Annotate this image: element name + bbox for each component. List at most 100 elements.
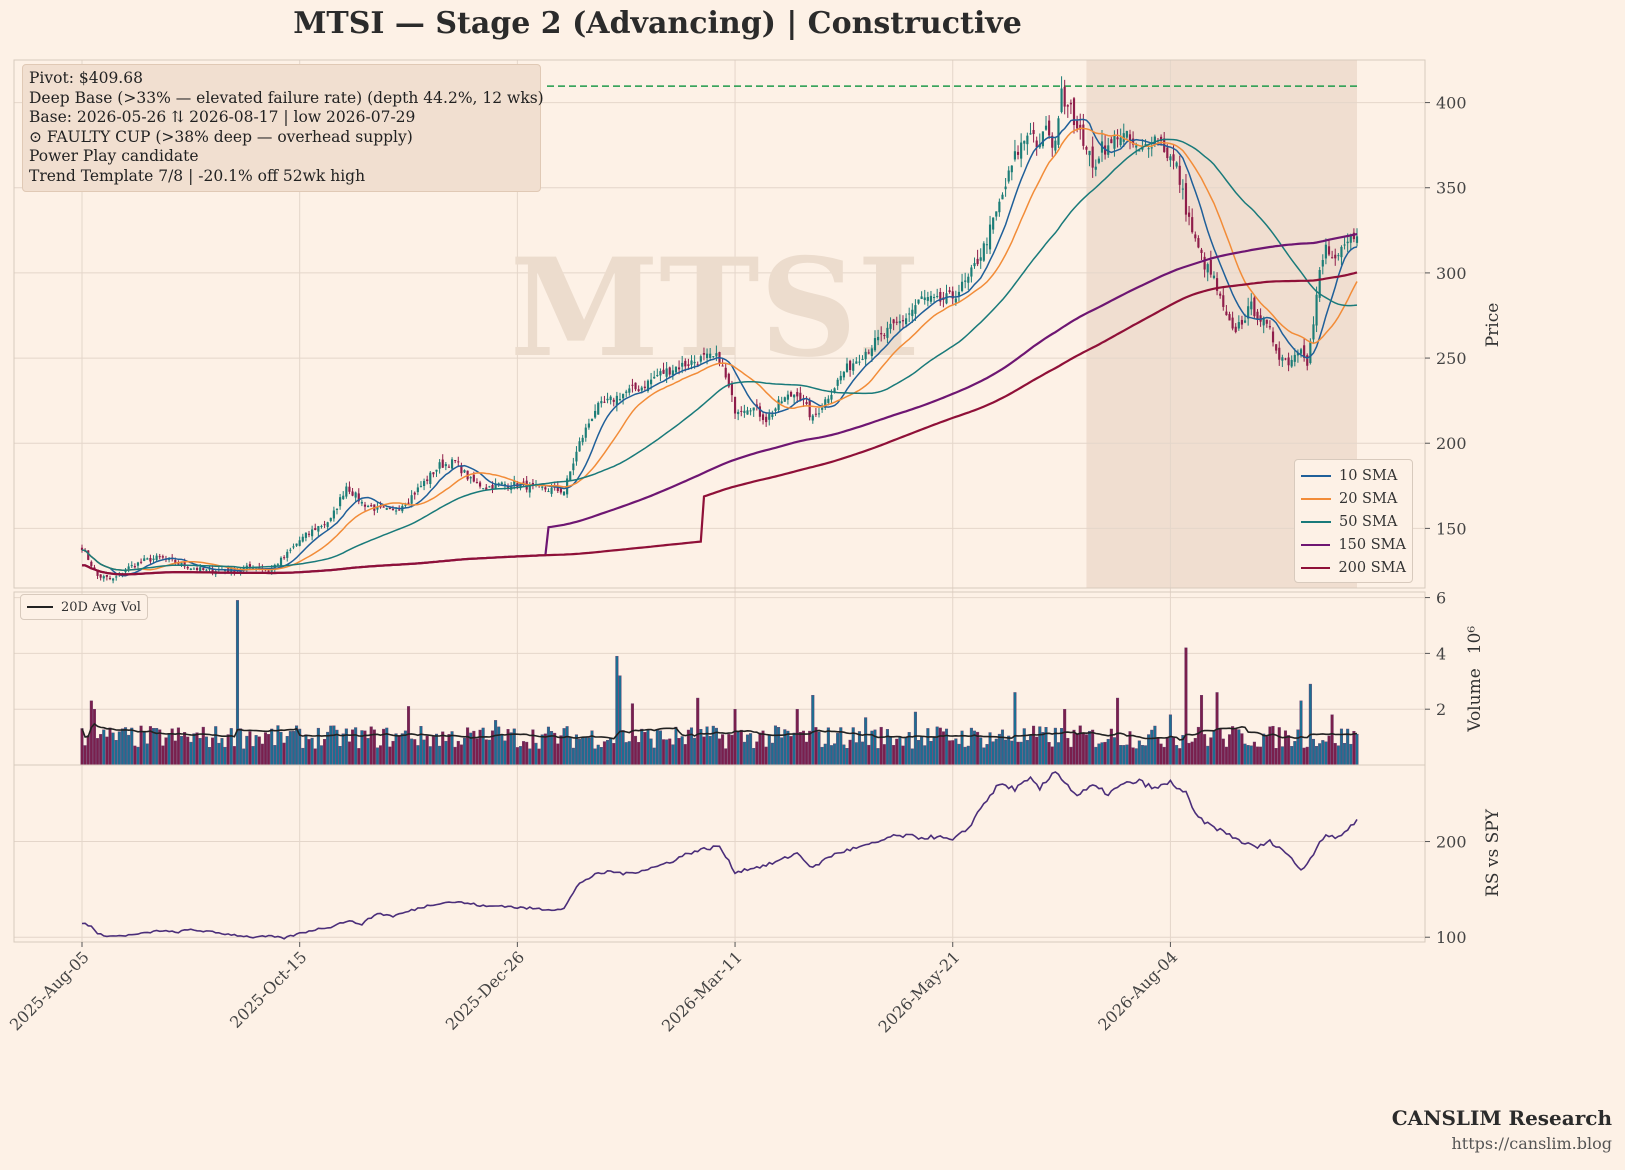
candle-body: [1026, 135, 1029, 145]
candle-body: [332, 510, 335, 519]
candle-body: [376, 506, 379, 510]
volume-bar: [1140, 745, 1144, 766]
volume-bar: [963, 746, 967, 766]
candle-body: [136, 562, 140, 566]
candle-body: [1262, 318, 1265, 326]
volume-bar: [1172, 737, 1176, 766]
candle-body: [1237, 322, 1240, 329]
volume-bar: [357, 748, 361, 766]
candle-body: [849, 360, 852, 371]
candle-body: [351, 491, 354, 496]
candle-body: [149, 557, 152, 562]
volume-bar: [979, 737, 983, 766]
volume-bar: [500, 734, 504, 766]
candle-body: [1222, 295, 1225, 307]
volume-bar: [497, 726, 501, 766]
candle-body: [391, 508, 395, 510]
candle-body: [908, 313, 911, 315]
volume-bar: [876, 748, 880, 766]
candle-body: [1144, 144, 1147, 146]
candle-body: [939, 291, 942, 302]
volume-bar: [677, 738, 681, 766]
volume-bar: [108, 727, 112, 766]
volume-bar: [198, 738, 202, 766]
volume-bar: [319, 745, 323, 766]
pattern-info-box: Pivot: $409.68 Deep Base (>33% — elevate…: [22, 64, 544, 192]
volume-axis-label: Volume: [1465, 668, 1485, 733]
candle-body: [1275, 344, 1278, 351]
candle-body: [469, 477, 472, 479]
volume-bar: [301, 747, 305, 766]
candle-body: [267, 570, 270, 572]
candle-body: [494, 483, 497, 490]
volume-bar: [643, 732, 647, 766]
candle-body: [441, 459, 444, 468]
candle-body: [637, 389, 640, 392]
volume-bar: [574, 734, 578, 766]
candle-body: [1324, 244, 1327, 259]
candle-body: [929, 295, 933, 302]
volume-bar: [991, 741, 995, 766]
candle-body: [1138, 150, 1141, 152]
candle-body: [699, 356, 702, 362]
volume-bar: [976, 731, 980, 766]
volume-bar: [1072, 729, 1076, 766]
volume-bar: [267, 734, 271, 766]
candle-body: [1253, 297, 1256, 317]
volume-bar: [885, 729, 889, 766]
legend-swatch: [1301, 520, 1331, 523]
volume-bar: [478, 729, 482, 766]
candle-body: [967, 276, 970, 283]
candle-body: [363, 504, 367, 507]
volume-bar: [1330, 714, 1334, 766]
volume-bar: [291, 730, 295, 766]
volume-bar: [214, 726, 218, 766]
volume-bar: [901, 745, 905, 766]
volume-bar: [1262, 733, 1266, 766]
price-axis-label: Price: [1483, 303, 1503, 348]
volume-bar: [133, 745, 137, 766]
volume-bar: [1078, 725, 1082, 766]
volume-bar: [711, 725, 715, 766]
volume-bar: [634, 735, 638, 766]
volume-bar: [621, 730, 625, 766]
candle-body: [562, 491, 566, 496]
volume-bar: [431, 736, 435, 766]
candle-body: [460, 465, 463, 474]
volume-bar: [1249, 745, 1253, 766]
volume-bar: [1162, 746, 1166, 766]
candle-body: [957, 291, 961, 296]
volume-bar: [1165, 737, 1169, 766]
candle-body: [304, 532, 307, 538]
volume-bar: [683, 744, 687, 766]
candle-body: [1312, 324, 1315, 340]
volume-bar: [867, 744, 871, 766]
price-tick-label: 150: [1436, 519, 1467, 538]
volume-bar: [472, 730, 476, 766]
axes: [13, 59, 1426, 943]
volume-bar: [1231, 726, 1235, 766]
volume-bar: [702, 736, 706, 766]
candle-body: [830, 394, 833, 400]
candle-body: [867, 352, 870, 354]
candle-body: [158, 556, 161, 558]
info-base-depth: Deep Base (>33% — elevated failure rate)…: [29, 88, 544, 107]
candle-body: [1200, 249, 1203, 253]
volume-bar: [717, 738, 722, 766]
candle-body: [1041, 131, 1045, 147]
candle-body: [1287, 357, 1290, 366]
candle-body: [345, 486, 348, 497]
candle-body: [976, 258, 979, 265]
volume-bar: [926, 728, 930, 766]
volume-bar: [556, 743, 560, 766]
volume-bar: [1224, 746, 1228, 766]
volume-bar: [534, 742, 538, 766]
candle-body: [205, 569, 208, 571]
volume-bar: [167, 733, 171, 766]
candle-body: [1281, 357, 1284, 361]
candle-body: [289, 549, 292, 551]
candle-body: [612, 399, 615, 402]
candle-body: [1007, 170, 1010, 182]
candle-body: [606, 398, 609, 401]
volume-bar: [428, 746, 432, 766]
